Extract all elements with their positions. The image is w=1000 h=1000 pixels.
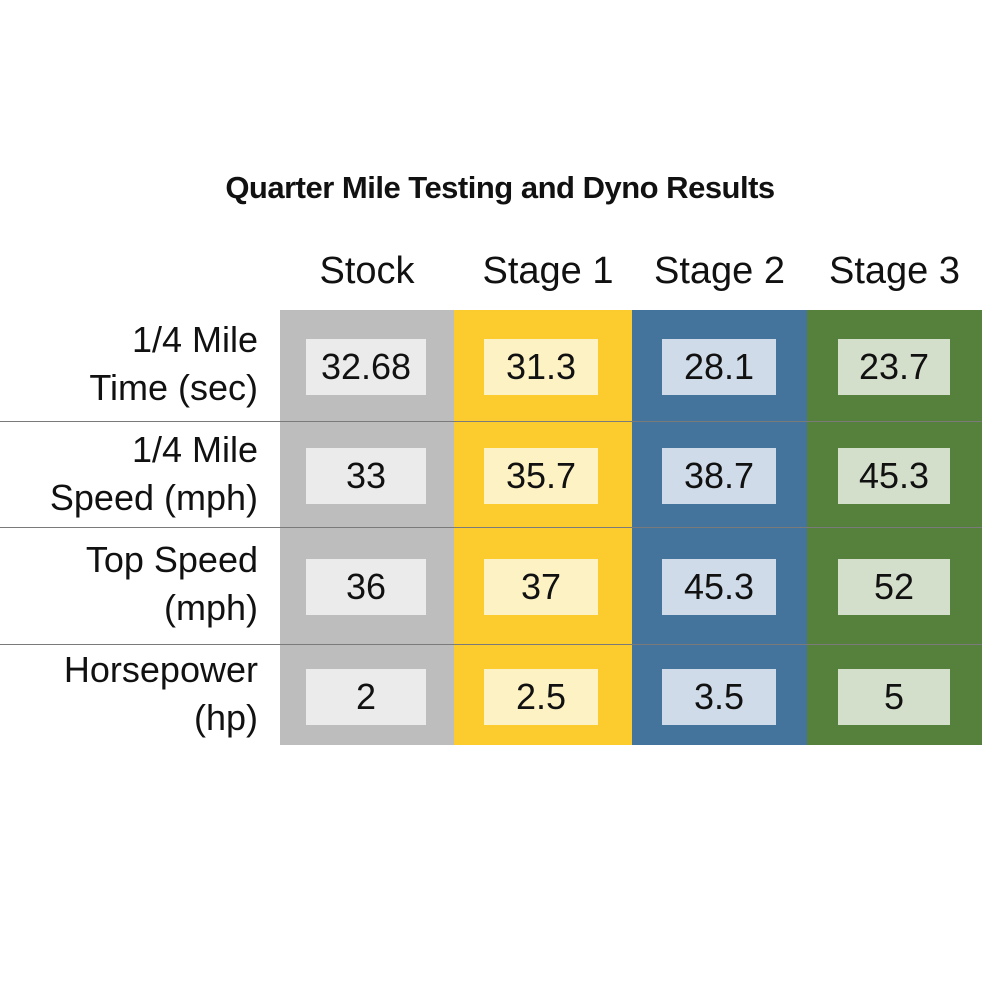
chart-title: Quarter Mile Testing and Dyno Results <box>225 170 775 205</box>
row-label-line: Top Speed <box>85 539 258 580</box>
row-label-line: Time (sec) <box>89 367 258 408</box>
row-label-line: (hp) <box>193 697 258 738</box>
column-header-stock: Stock <box>319 250 415 292</box>
table-cell-stage-1: 2.5 <box>484 669 598 725</box>
row-divider <box>0 644 982 645</box>
row-label-line: Horsepower <box>63 649 258 690</box>
row-label-line: Speed (mph) <box>49 477 258 518</box>
column-header-stage-1: Stage 1 <box>482 250 614 292</box>
table-cell-stock: 33 <box>306 448 426 504</box>
table-cell-stage-1: 35.7 <box>484 448 598 504</box>
table-cell-stage-1: 37 <box>484 559 598 615</box>
row-divider <box>0 527 982 528</box>
table-cell-stock: 2 <box>306 669 426 725</box>
row-label-top-speed: Top Speed (mph) <box>0 536 258 632</box>
table-cell-stock: 36 <box>306 559 426 615</box>
row-divider <box>0 421 982 422</box>
row-label-line: 1/4 Mile <box>131 429 258 470</box>
row-label-quarter-mile-speed: 1/4 Mile Speed (mph) <box>0 426 258 522</box>
table-cell-stage-1: 31.3 <box>484 339 598 395</box>
row-label-horsepower: Horsepower (hp) <box>0 646 258 742</box>
table-cell-stage-2: 3.5 <box>662 669 776 725</box>
table-cell-stock: 32.68 <box>306 339 426 395</box>
table-cell-stage-2: 28.1 <box>662 339 776 395</box>
row-label-line: 1/4 Mile <box>131 319 258 360</box>
table-cell-stage-3: 45.3 <box>838 448 950 504</box>
table-cell-stage-2: 45.3 <box>662 559 776 615</box>
row-label-quarter-mile-time: 1/4 Mile Time (sec) <box>0 316 258 412</box>
row-label-line: (mph) <box>163 587 258 628</box>
table-cell-stage-3: 23.7 <box>838 339 950 395</box>
table-cell-stage-2: 38.7 <box>662 448 776 504</box>
table-cell-stage-3: 52 <box>838 559 950 615</box>
column-header-stage-2: Stage 2 <box>654 250 785 292</box>
table-cell-stage-3: 5 <box>838 669 950 725</box>
column-header-stage-3: Stage 3 <box>829 250 960 292</box>
